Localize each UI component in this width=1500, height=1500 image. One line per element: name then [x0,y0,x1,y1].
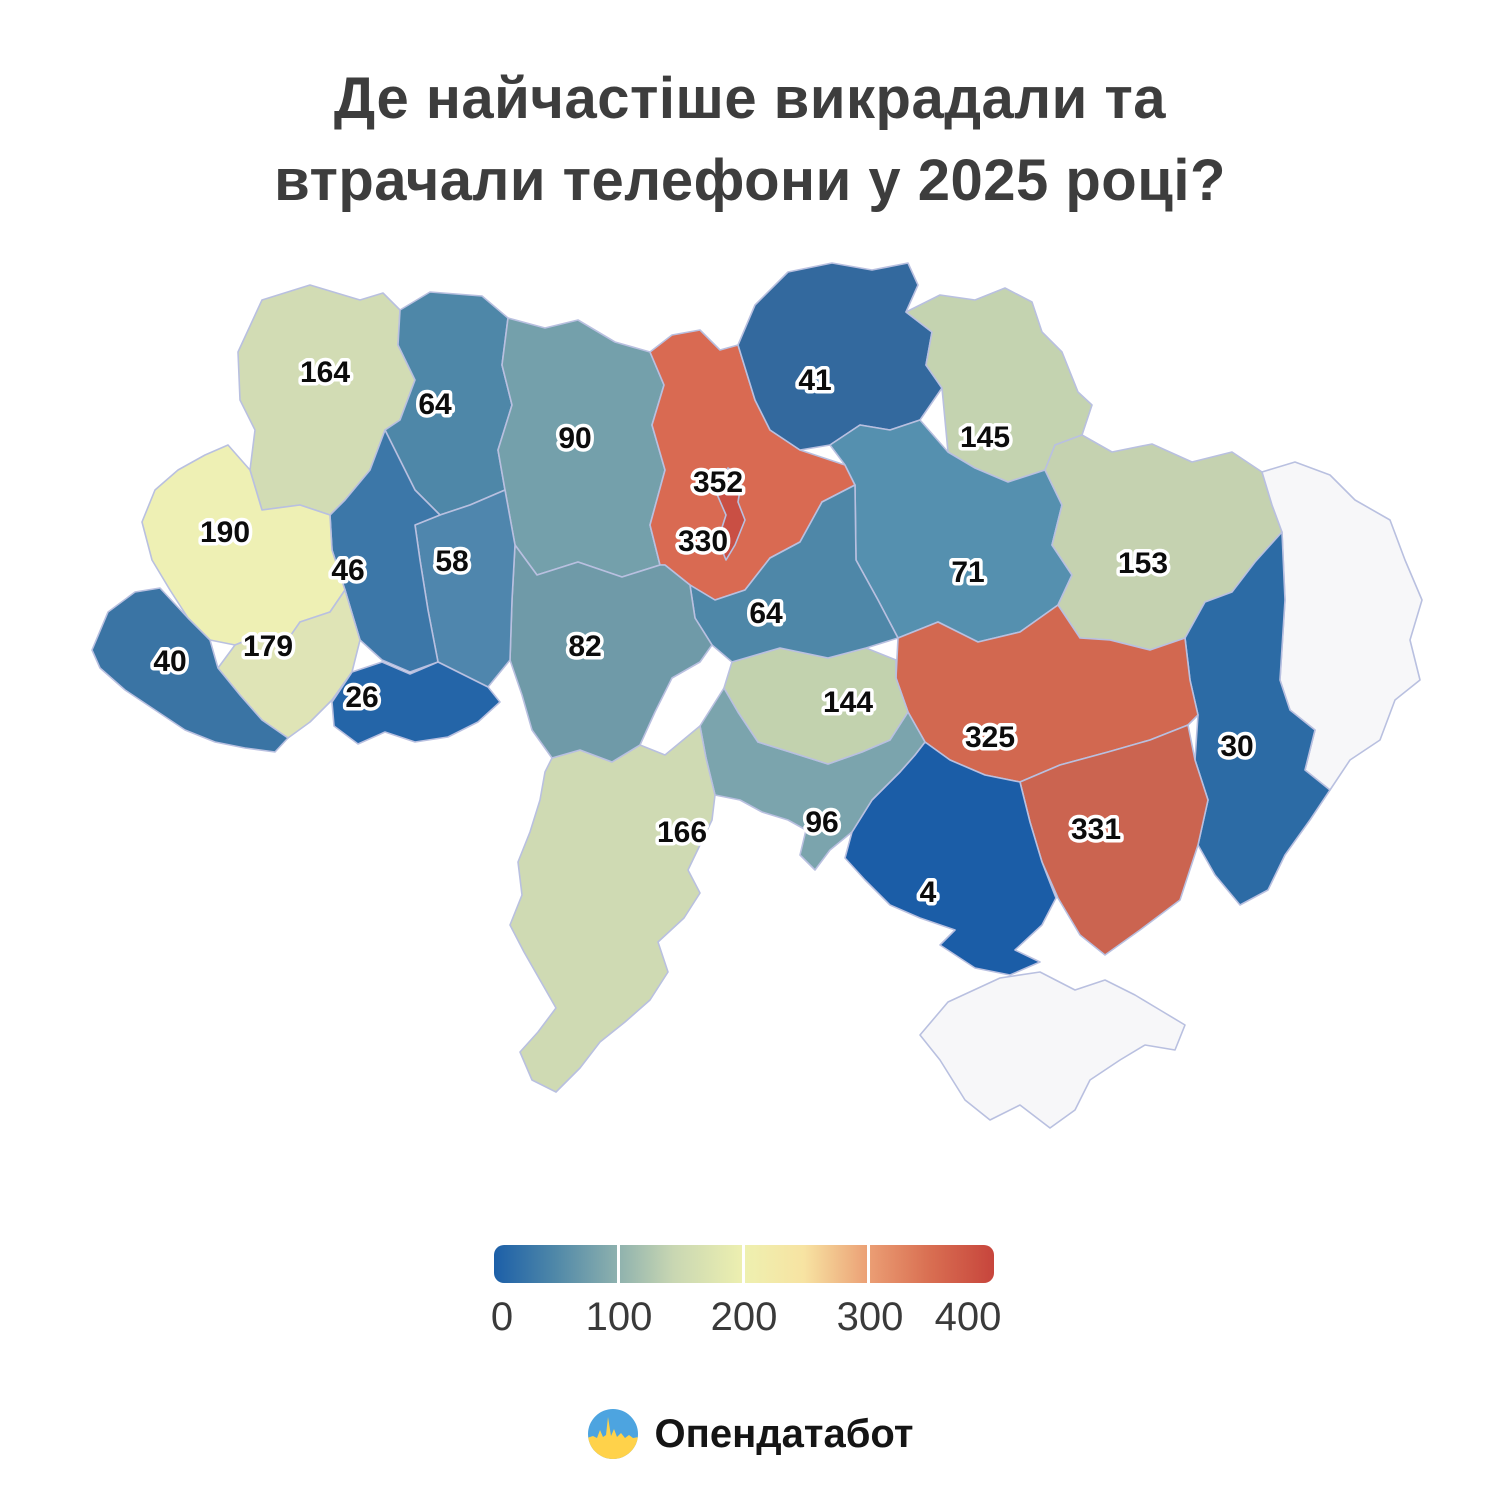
region-kyiv-oblast-value: 330 [678,525,728,558]
region-volyn-value: 164 [300,356,350,389]
region-kharkiv-value: 153 [1118,547,1168,580]
region-odesa [509,725,716,1093]
region-khmelnytskyi-value: 58 [435,545,468,578]
region-zaporizhzhia-value: 331 [1071,813,1121,846]
region-donetsk-value: 30 [1220,730,1253,763]
footer-brand: Опендатабот [0,1408,1500,1460]
region-chernihiv [737,262,943,451]
brand-name: Опендатабот [654,1411,914,1456]
region-crimea [919,971,1186,1129]
region-rivne-value: 64 [418,388,452,421]
page-title-line2: втрачали телефони у 2025 році? [274,148,1226,213]
region-cherkasy-value: 64 [749,597,783,630]
region-ternopil-value: 46 [331,554,364,587]
colorbar-tick-300: 300 [836,1295,904,1339]
region-chernivtsi [331,661,501,745]
colorbar-divider-300 [867,1245,870,1283]
region-chernivtsi-value: 26 [345,681,378,714]
region-ivano-frankivsk-value: 179 [243,630,293,663]
region-poltava-value: 71 [951,556,984,589]
colorbar-tick-400: 400 [934,1295,1002,1339]
region-chernihiv-value: 41 [798,364,831,397]
region-kirovohrad-value: 144 [823,686,873,719]
region-sumy-value: 145 [960,421,1010,454]
ukraine-map: 164 64 90 352 330 41 145 71 153 30 325 3… [91,262,1423,1129]
colorbar-tick-100: 100 [585,1295,653,1339]
region-zakarpattia [91,587,289,753]
region-zaporizhzhia [1019,724,1209,956]
region-vinnytsia [509,544,713,763]
region-kyiv-city-value: 352 [693,466,743,499]
region-mykolaiv-value: 96 [805,806,838,839]
page-title: Де найчастіше викрадали та втрачали теле… [0,58,1500,222]
colorbar-tick-200: 200 [710,1295,778,1339]
region-vinnytsia-value: 82 [568,630,601,663]
region-kherson-value: 4 [920,876,937,909]
region-lviv-value: 190 [200,516,250,549]
colorbar-divider-200 [742,1245,745,1283]
region-dnipropetrovsk-value: 325 [965,721,1015,754]
colorbar-tick-0: 0 [490,1295,514,1339]
colorbar [494,1245,994,1283]
page-title-line1: Де найчастіше викрадали та [333,66,1167,131]
colorbar-divider-100 [617,1245,620,1283]
region-kyiv-city [715,467,746,561]
region-zakarpattia-value: 40 [153,645,186,678]
region-odesa-value: 166 [657,816,707,849]
region-cherkasy [689,484,899,663]
opendatabot-logo-icon [587,1409,638,1459]
region-zhytomyr-value: 90 [558,422,591,455]
region-ivano-frankivsk [217,589,361,739]
